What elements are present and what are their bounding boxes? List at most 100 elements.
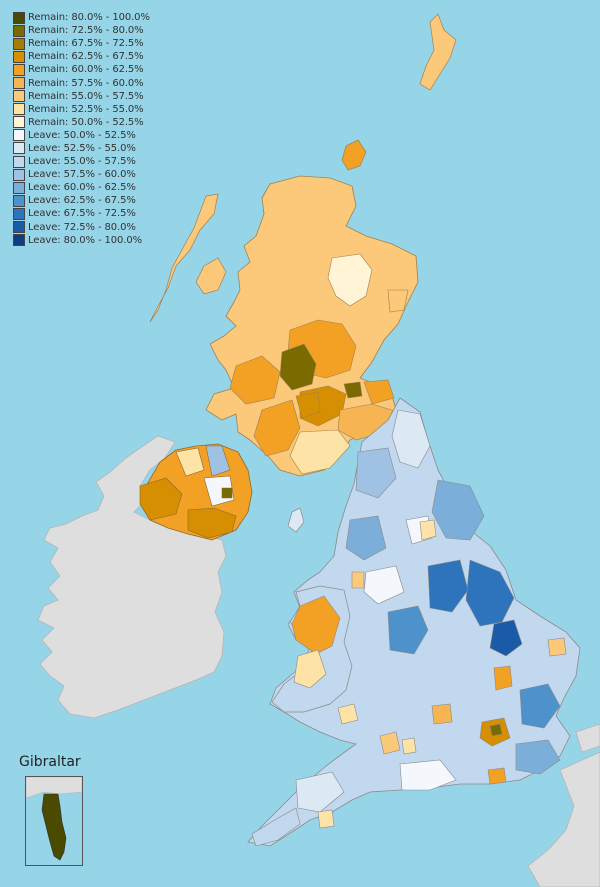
legend-item: Remain: 62.5% - 67.5% [13,50,150,63]
legend-item: Remain: 52.5% - 55.0% [13,103,150,116]
england-manchester [363,565,405,605]
ni-region [203,475,235,507]
continental-europe-north [575,723,600,753]
ni-region [187,507,237,539]
legend-label: Remain: 60.0% - 62.5% [28,64,144,76]
legend-label: Leave: 80.0% - 100.0% [28,234,143,246]
legend-item: Leave: 62.5% - 67.5% [13,194,150,207]
legend-label: Remain: 67.5% - 72.5% [28,38,144,50]
wales-cardiff [337,703,359,725]
scotland-ayrshire [253,399,301,457]
legend-swatch [13,142,25,155]
skye [195,257,227,295]
legend-label: Remain: 62.5% - 67.5% [28,51,144,63]
ni-region [175,447,205,477]
legend-label: Leave: 67.5% - 72.5% [28,208,136,220]
legend-label: Remain: 50.0% - 52.5% [28,116,144,128]
legend-swatch [13,50,25,63]
scotland-aberdeen [387,289,409,313]
scotland-lothian [363,379,395,405]
legend-swatch [13,103,25,116]
legend-label: Leave: 60.0% - 62.5% [28,182,136,194]
continental-europe [527,751,600,887]
legend-item: Remain: 60.0% - 62.5% [13,63,150,76]
legend-label: Remain: 52.5% - 55.0% [28,103,144,115]
legend-label: Remain: 80.0% - 100.0% [28,12,150,24]
england-north-east [391,409,431,469]
legend-item: Remain: 72.5% - 80.0% [13,24,150,37]
orkney [341,139,367,171]
outer-hebrides [149,193,219,323]
legend-item: Remain: 50.0% - 52.5% [13,116,150,129]
scotland-dumfries [289,429,351,475]
legend-swatch [13,234,25,247]
england-cambridge [493,665,513,691]
ni-region [205,445,231,477]
england-kent [515,739,561,775]
england-liverpool [351,571,365,589]
legend-swatch [13,181,25,194]
legend-item: Leave: 72.5% - 80.0% [13,221,150,234]
legend-label: Leave: 57.5% - 60.0% [28,169,136,181]
england-lancashire [345,515,387,561]
ni-region [139,477,183,521]
england-yorkshire [431,479,485,541]
gibraltar-inset-frame [25,776,83,866]
london-core [489,723,503,737]
legend-item: Remain: 55.0% - 57.5% [13,90,150,103]
legend-item: Leave: 52.5% - 55.0% [13,142,150,155]
legend-item: Leave: 55.0% - 57.5% [13,155,150,168]
england-devon [295,771,345,813]
england-bristol [379,731,401,755]
england-fens [489,619,523,657]
legend-label: Leave: 52.5% - 55.0% [28,142,136,154]
legend-item: Leave: 60.0% - 62.5% [13,181,150,194]
legend-label: Leave: 72.5% - 80.0% [28,221,136,233]
legend-swatch [13,194,25,207]
england-totnes [317,809,335,829]
england-norwich [547,637,567,657]
legend-label: Leave: 62.5% - 67.5% [28,195,136,207]
shetland [419,13,457,91]
legend-swatch [13,221,25,234]
england-south [399,759,457,791]
england-cornwall [251,807,301,847]
legend-label: Remain: 72.5% - 80.0% [28,25,144,37]
england-brighton [487,767,507,785]
england-lincolnshire [465,559,515,627]
legend-swatch [13,77,25,90]
legend-item: Remain: 67.5% - 72.5% [13,37,150,50]
legend-swatch [13,116,25,129]
england-west-midlands [387,605,429,655]
legend-label: Leave: 55.0% - 57.5% [28,156,136,168]
isle-of-man [287,507,305,533]
legend-swatch [13,207,25,220]
legend-swatch [13,63,25,76]
wales-gwynedd [291,595,341,655]
legend-swatch [13,37,25,50]
ni-region [221,487,233,499]
gibraltar-shape [41,793,67,861]
england-york [419,519,437,541]
england-essex [519,683,561,729]
legend-label: Remain: 55.0% - 57.5% [28,90,144,102]
legend-swatch [13,24,25,37]
legend-label: Leave: 50.0% - 52.5% [28,129,136,141]
gibraltar-inset-title: Gibraltar [19,754,81,770]
legend-label: Remain: 57.5% - 60.0% [28,77,144,89]
legend-swatch [13,155,25,168]
legend-swatch [13,168,25,181]
wales-ceredigion [293,649,327,689]
legend-swatch [13,129,25,142]
legend-item: Remain: 57.5% - 60.0% [13,76,150,90]
england-bath [401,737,417,755]
scotland-edinburgh [343,381,363,399]
legend-item: Leave: 67.5% - 72.5% [13,207,150,220]
legend-item: Remain: 80.0% - 100.0% [13,11,150,24]
scotland-lanark [295,391,321,419]
legend-swatch [13,11,25,24]
scotland-aberdeenshire [327,253,373,307]
scotland-stirling [279,343,317,391]
scotland-argyll [229,355,281,405]
